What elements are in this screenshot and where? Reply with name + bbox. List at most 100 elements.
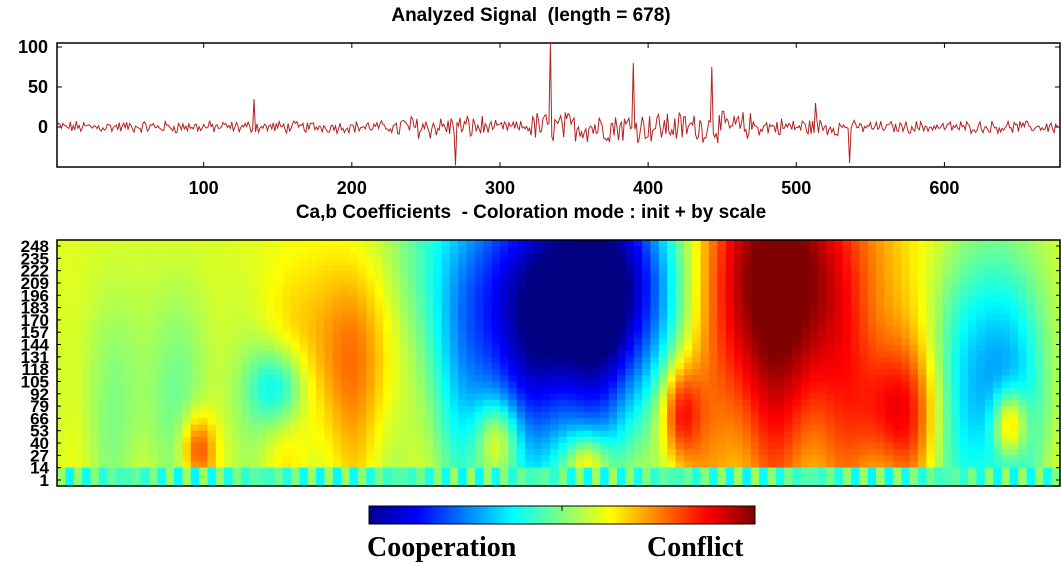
heatmap-cell xyxy=(324,252,334,260)
heatmap-cell xyxy=(458,258,468,266)
heatmap-cell xyxy=(792,412,802,419)
heatmap-cell xyxy=(851,442,860,450)
heatmap-cell xyxy=(165,399,175,407)
heatmap-cell xyxy=(408,406,418,413)
heatmap-cell xyxy=(993,399,1003,407)
heatmap-cell xyxy=(65,461,75,469)
heatmap-cell xyxy=(976,387,986,395)
heatmap-cell xyxy=(157,461,167,469)
heatmap-cell xyxy=(207,406,217,413)
heatmap-cell xyxy=(884,332,894,339)
heatmap-cell xyxy=(240,424,250,432)
heatmap-cell xyxy=(842,449,852,456)
heatmap-cell xyxy=(433,276,443,284)
heatmap-cell xyxy=(566,393,576,401)
heatmap-cell xyxy=(190,363,200,370)
heatmap-cell xyxy=(199,442,209,450)
heatmap-cell xyxy=(550,350,560,358)
heatmap-cell xyxy=(1018,326,1028,333)
heatmap-cell xyxy=(617,258,626,266)
heatmap-cell xyxy=(307,326,317,333)
heatmap-cell xyxy=(190,399,200,407)
heatmap-cell xyxy=(174,270,183,278)
heatmap-cell xyxy=(642,381,652,389)
heatmap-cell xyxy=(433,369,443,376)
heatmap-cell xyxy=(909,381,919,389)
heatmap-cell xyxy=(82,479,92,487)
heatmap-cell xyxy=(516,276,526,284)
heatmap-cell xyxy=(357,295,367,303)
heatmap-cell xyxy=(775,276,785,284)
heatmap-cell xyxy=(224,356,234,364)
heatmap-cell xyxy=(1018,283,1028,290)
heatmap-cell xyxy=(784,276,794,284)
heatmap-cell xyxy=(132,461,142,469)
heatmap-cell xyxy=(433,344,443,352)
heatmap-cell xyxy=(508,381,518,389)
heatmap-cell xyxy=(617,246,626,253)
heatmap-cell xyxy=(867,473,877,481)
heatmap-cell xyxy=(658,381,668,389)
heatmap-cell xyxy=(274,264,284,272)
heatmap-cell xyxy=(382,313,392,321)
heatmap-cell xyxy=(391,301,401,309)
heatmap-cell xyxy=(474,283,484,290)
heatmap-cell xyxy=(1051,356,1061,364)
heatmap-cell xyxy=(257,473,267,481)
heatmap-cell xyxy=(82,406,92,413)
heatmap-cell xyxy=(1026,399,1036,407)
heatmap-cell xyxy=(90,258,100,266)
heatmap-cell xyxy=(1018,455,1028,462)
heatmap-cell xyxy=(265,295,275,303)
heatmap-cell xyxy=(408,350,418,358)
heatmap-cell xyxy=(959,319,969,327)
heatmap-cell xyxy=(558,387,568,395)
heatmap-cell xyxy=(633,264,643,272)
heatmap-cell xyxy=(1018,406,1028,413)
heatmap-cell xyxy=(700,295,710,303)
heatmap-cell xyxy=(73,295,83,303)
heatmap-cell xyxy=(600,363,610,370)
heatmap-cell xyxy=(851,332,860,339)
heatmap-cell xyxy=(324,307,334,315)
heatmap-cell xyxy=(901,276,911,284)
heatmap-cell xyxy=(357,313,367,321)
heatmap-cell xyxy=(324,449,334,456)
heatmap-cell xyxy=(382,418,392,426)
heatmap-cell xyxy=(533,264,543,272)
heatmap-cell xyxy=(140,363,150,370)
heatmap-cell xyxy=(366,332,376,339)
heatmap-cell xyxy=(1051,246,1061,253)
heatmap-cell xyxy=(123,430,133,438)
heatmap-cell xyxy=(642,264,652,272)
heatmap-cell xyxy=(1001,406,1011,413)
heatmap-cell xyxy=(433,436,443,444)
heatmap-cell xyxy=(491,240,501,247)
heatmap-cell xyxy=(349,252,359,260)
heatmap-cell xyxy=(458,455,468,462)
heatmap-cell xyxy=(892,412,902,419)
heatmap-cell xyxy=(892,344,902,352)
heatmap-cell xyxy=(558,442,568,450)
heatmap-cell xyxy=(617,424,626,432)
heatmap-cell xyxy=(391,344,401,352)
heatmap-cell xyxy=(82,449,92,456)
heatmap-cell xyxy=(90,240,100,247)
heatmap-cell xyxy=(98,399,108,407)
heatmap-cell xyxy=(675,307,685,315)
heatmap-cell xyxy=(424,455,434,462)
heatmap-cell xyxy=(566,430,576,438)
heatmap-cell xyxy=(984,319,994,327)
heatmap-cell xyxy=(232,442,242,450)
heatmap-cell xyxy=(123,246,133,253)
heatmap-cell xyxy=(558,319,568,327)
heatmap-cell xyxy=(876,473,886,481)
heatmap-cell xyxy=(282,356,292,364)
heatmap-cell xyxy=(600,430,610,438)
heatmap-cell xyxy=(433,295,443,303)
heatmap-cell xyxy=(591,363,601,370)
heatmap-cell xyxy=(299,461,309,469)
heatmap-cell xyxy=(759,449,769,456)
heatmap-cell xyxy=(976,363,986,370)
heatmap-cell xyxy=(441,313,451,321)
